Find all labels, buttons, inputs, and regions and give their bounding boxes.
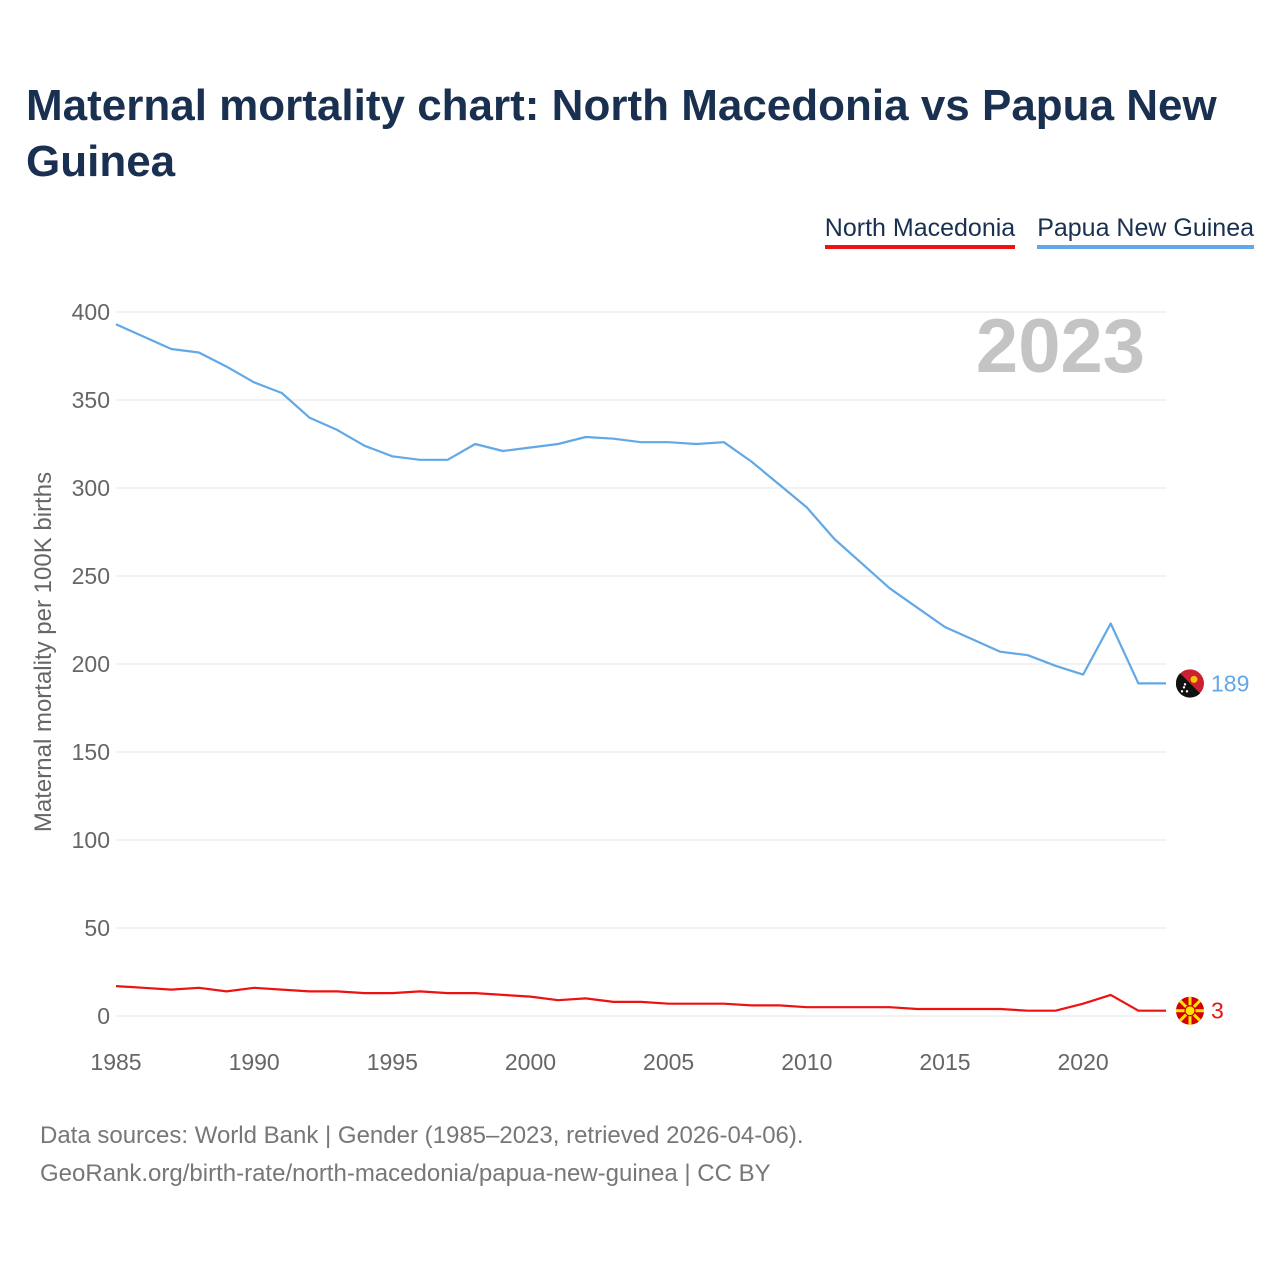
y-tick-label: 350 <box>72 387 110 413</box>
y-tick-label: 150 <box>72 739 110 765</box>
papua-new-guinea-flag-icon <box>1175 669 1204 698</box>
footer-sources: Data sources: World Bank | Gender (1985–… <box>40 1122 804 1149</box>
legend-north-macedonia[interactable]: North Macedonia <box>824 213 1016 249</box>
x-tick-label: 1995 <box>367 1049 418 1075</box>
y-tick-label: 250 <box>72 563 110 589</box>
chart-title: Maternal mortality chart: North Macedoni… <box>26 81 1217 186</box>
series-lines <box>115 323 1166 1012</box>
north-macedonia-flag-icon <box>1176 996 1204 1025</box>
x-tick-label: 1985 <box>90 1049 141 1075</box>
x-tick-label: 2005 <box>643 1049 694 1075</box>
x-tick-label: 2010 <box>781 1049 832 1075</box>
end-markers: 3 189 <box>1175 669 1249 1025</box>
y-tick-label: 100 <box>72 827 110 853</box>
x-tick-label: 2000 <box>505 1049 556 1075</box>
x-tick-label: 2020 <box>1058 1049 1109 1075</box>
y-tick-label: 400 <box>72 299 110 325</box>
x-tick-label: 2015 <box>919 1049 970 1075</box>
footer-link[interactable]: GeoRank.org/birth-rate/north-macedonia/p… <box>40 1160 771 1187</box>
year-watermark: 2023 <box>976 304 1145 389</box>
x-axis-ticks: 1985 1990 1995 2000 2005 2010 2015 2020 <box>90 1049 1108 1075</box>
series-line-papua-new-guinea[interactable] <box>115 323 1166 685</box>
series-line-north-macedonia[interactable] <box>115 985 1166 1012</box>
y-tick-label: 300 <box>72 475 110 501</box>
legend: North Macedonia Papua New Guinea <box>824 213 1254 249</box>
y-tick-label: 50 <box>84 915 110 941</box>
y-tick-label: 200 <box>72 651 110 677</box>
legend-papua-new-guinea[interactable]: Papua New Guinea <box>1037 213 1254 249</box>
y-axis-label: Maternal mortality per 100K births <box>30 472 57 832</box>
end-label-papua-new-guinea: 189 <box>1211 670 1249 696</box>
y-tick-label: 0 <box>97 1003 110 1029</box>
footer: Data sources: World Bank | Gender (1985–… <box>40 1117 804 1193</box>
x-tick-label: 1990 <box>229 1049 280 1075</box>
y-axis-ticks: 0 50 100 150 200 250 300 350 400 <box>72 299 110 1029</box>
gridlines <box>116 311 1166 1017</box>
end-label-north-macedonia: 3 <box>1211 998 1224 1024</box>
